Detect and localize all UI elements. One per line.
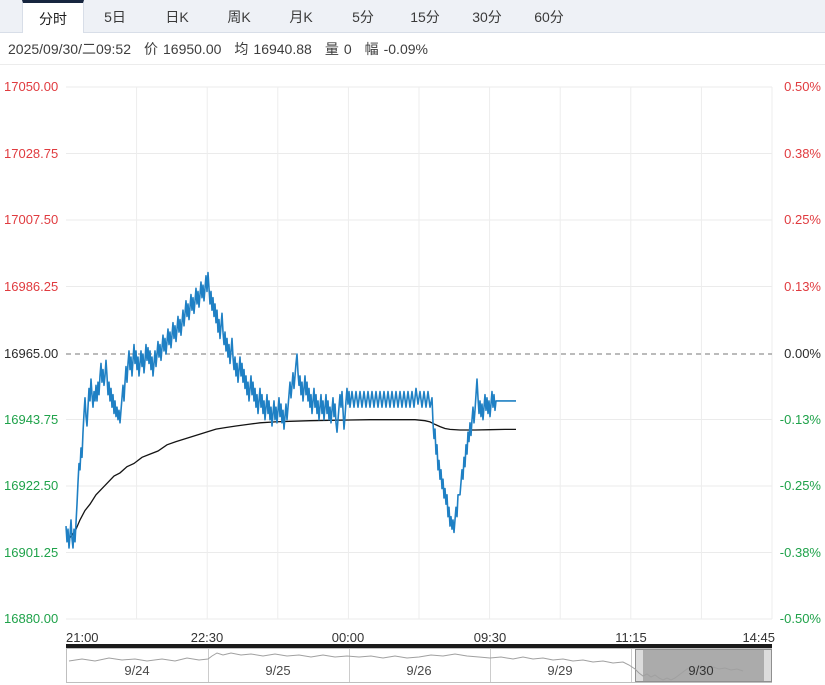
y-left-tick: 17007.50 bbox=[4, 212, 59, 227]
y-right-tick: 0.50% bbox=[784, 79, 821, 94]
x-tick-0930: 09:30 bbox=[473, 630, 507, 645]
price-line bbox=[65, 271, 516, 549]
y-left-tick: 16965.00 bbox=[4, 346, 59, 361]
price-value: 16950.00 bbox=[163, 40, 222, 57]
navigator-date-930[interactable]: 9/30 bbox=[688, 663, 714, 678]
price-label: 价 bbox=[144, 40, 158, 57]
average-price-line bbox=[65, 419, 516, 540]
x-tick-1445: 14:45 bbox=[742, 630, 775, 645]
y-right-tick: -0.50% bbox=[779, 611, 821, 626]
change-value: -0.09% bbox=[383, 40, 428, 57]
average-value: 16940.88 bbox=[253, 40, 312, 57]
x-tick-0000: 00:00 bbox=[331, 630, 365, 645]
period-tabbar: 分时 5日 日K 周K 月K 5分 15分 30分 60分 bbox=[0, 0, 825, 34]
navigator-date-924[interactable]: 9/24 bbox=[124, 663, 150, 678]
date-navigator[interactable]: 9/24 9/25 9/26 9/29 9/30 bbox=[66, 648, 772, 683]
chart-area: 17050.00 17028.75 17007.50 16986.25 1696… bbox=[0, 64, 825, 685]
x-tick-2100: 21:00 bbox=[66, 630, 99, 645]
average-label: 均 bbox=[234, 40, 249, 57]
tab-minute[interactable]: 分时 bbox=[22, 0, 84, 34]
y-right-tick: -0.38% bbox=[779, 545, 821, 560]
sparkline-path bbox=[68, 652, 744, 681]
x-tick-1115: 11:15 bbox=[615, 630, 647, 645]
y-right-tick: 0.00% bbox=[784, 346, 821, 361]
y-right-tick: 0.38% bbox=[784, 146, 821, 161]
y-left-tick: 16986.25 bbox=[4, 279, 59, 294]
tab-weekly-k[interactable]: 周K bbox=[227, 8, 251, 25]
tab-monthly-k[interactable]: 月K bbox=[289, 8, 313, 25]
tab-5min[interactable]: 5分 bbox=[352, 8, 374, 25]
y-right-tick: -0.13% bbox=[779, 412, 821, 427]
navigator-separator bbox=[631, 649, 632, 682]
navigator-separator bbox=[349, 649, 350, 682]
tab-daily-k[interactable]: 日K bbox=[165, 8, 189, 25]
navigator-right-handle[interactable] bbox=[764, 650, 771, 681]
y-right-tick: 0.25% bbox=[784, 212, 821, 227]
navigator-left-handle[interactable] bbox=[636, 650, 643, 681]
navigator-separator bbox=[490, 649, 491, 682]
change-label: 幅 bbox=[364, 40, 379, 57]
y-left-tick: 16922.50 bbox=[4, 478, 59, 493]
quote-info-bar: 2025/09/30/二09:52 价 16950.00 均 16940.88 … bbox=[0, 33, 825, 64]
y-left-tick: 16880.00 bbox=[4, 611, 59, 626]
plot-area[interactable] bbox=[0, 65, 825, 625]
navigator-separator bbox=[208, 649, 209, 682]
y-right-tick: 0.13% bbox=[784, 279, 821, 294]
navigator-date-925[interactable]: 9/25 bbox=[265, 663, 291, 678]
volume-value: 0 bbox=[343, 40, 352, 57]
tab-30min[interactable]: 30分 bbox=[472, 8, 502, 25]
y-right-tick: -0.25% bbox=[779, 478, 821, 493]
y-left-tick: 16901.25 bbox=[4, 545, 59, 560]
y-left-tick: 17028.75 bbox=[4, 146, 59, 161]
volume-label: 量 bbox=[324, 40, 339, 57]
navigator-top-bar bbox=[66, 644, 772, 648]
grid-lines bbox=[66, 86, 773, 620]
x-tick-2230: 22:30 bbox=[190, 630, 224, 645]
tab-5day[interactable]: 5日 bbox=[104, 8, 126, 25]
y-left-tick: 17050.00 bbox=[4, 79, 59, 94]
tab-15min[interactable]: 15分 bbox=[410, 8, 440, 25]
y-left-tick: 16943.75 bbox=[4, 412, 59, 427]
navigator-date-929[interactable]: 9/29 bbox=[547, 663, 573, 678]
quote-datetime: 2025/09/30/二09:52 bbox=[8, 40, 131, 57]
navigator-sparkline bbox=[68, 652, 744, 681]
navigator-date-926[interactable]: 9/26 bbox=[406, 663, 432, 678]
tab-60min[interactable]: 60分 bbox=[534, 8, 564, 25]
